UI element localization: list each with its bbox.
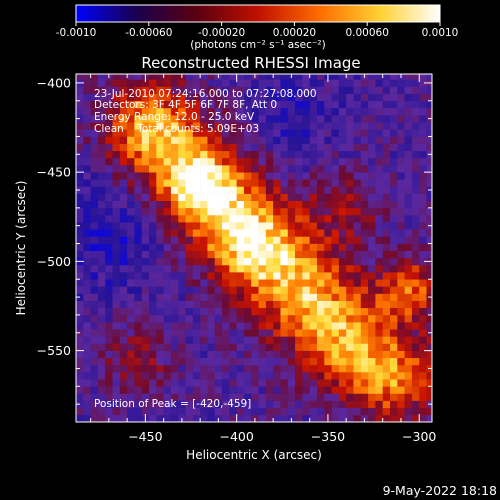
x-axis-label: Heliocentric X (arcsec): [186, 448, 322, 462]
y-axis-label: Heliocentric Y (arcsec): [14, 181, 28, 316]
x-tick-label: −400: [219, 429, 253, 444]
y-tick-label: −500: [37, 254, 71, 269]
colorbar-tick-label: 0.0010: [422, 27, 459, 39]
footer-date: 9-May-2022 18:18: [383, 483, 497, 498]
colorbar-tick-label: -0.0010: [56, 27, 97, 39]
annotation-peak-position: Position of Peak = [-420,-459]: [94, 398, 251, 410]
colorbar-ticks: -0.0010 -0.00060 -0.00020 0.00020 0.00060 0.0…: [56, 22, 459, 39]
colorbar: [75, 4, 441, 23]
heatmap-image: [76, 74, 432, 422]
colorbar-tick-label: 0.00020: [273, 27, 316, 39]
x-tick-label: −300: [402, 429, 436, 444]
axis-ticks: −450 −400 −350 −300 −400 −450 −500 −550: [37, 74, 436, 444]
annotation-clean-counts: Clean Total counts: 5.09E+03: [94, 123, 259, 135]
colorbar-tick-label: 0.00060: [345, 27, 388, 39]
x-tick-label: −450: [128, 429, 162, 444]
colorbar-tick-label: -0.00060: [125, 27, 172, 39]
colorbar-unit-label: (photons cm⁻² s⁻¹ asec⁻²): [190, 39, 325, 51]
x-tick-label: −350: [311, 429, 345, 444]
colorbar-tick-label: -0.00020: [198, 27, 245, 39]
y-tick-label: −450: [37, 165, 71, 180]
annotation-detectors: Detectors: 3F 4F 5F 6F 7F 8F, Att 0: [94, 99, 277, 111]
plot-frame: [75, 73, 433, 423]
y-tick-label: −400: [37, 75, 71, 90]
y-tick-label: −550: [37, 343, 71, 358]
annotation-time-range: 23-Jul-2010 07:24:16.000 to 07:27:08.000: [94, 88, 317, 100]
annotation-energy-range: Energy Range: 12.0 - 25.0 keV: [94, 111, 255, 123]
chart-title: Reconstructed RHESSI Image: [141, 54, 360, 72]
